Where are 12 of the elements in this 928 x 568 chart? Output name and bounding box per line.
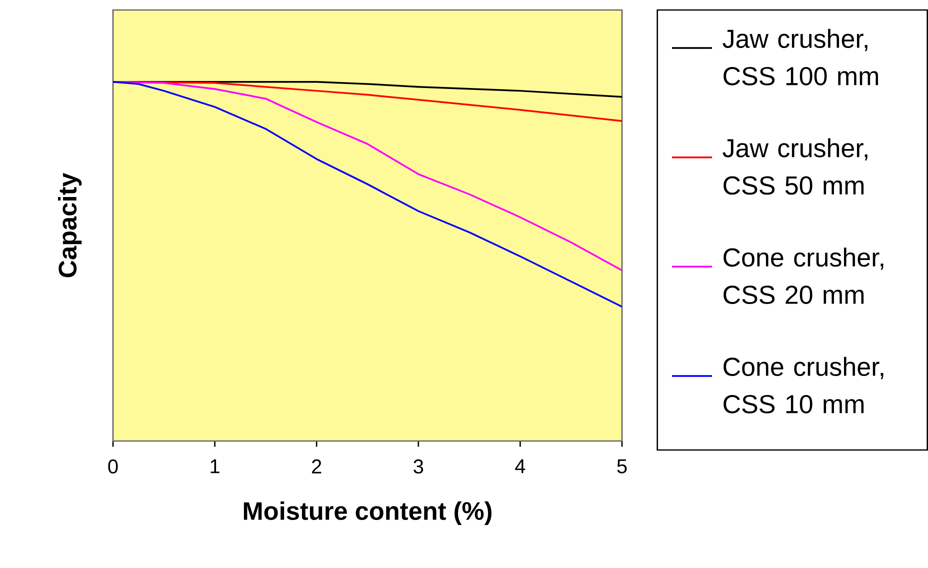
x-tick-label: 3 bbox=[414, 459, 424, 474]
legend-label: Jaw crusher, CSS 50 mm bbox=[722, 138, 868, 195]
x-tick-label: 5 bbox=[617, 459, 627, 474]
y-axis-title: Capacity bbox=[58, 172, 82, 278]
x-tick-label: 4 bbox=[515, 459, 526, 474]
legend-label: Cone crusher, CSS 10 mm bbox=[724, 356, 884, 414]
legend-label: Cone crusher, CSS 20 mm bbox=[724, 248, 884, 304]
legend-label: Jaw crusher, CSS 100 mm bbox=[722, 28, 878, 86]
x-tick-label: 1 bbox=[210, 459, 220, 474]
x-tick-label: 2 bbox=[312, 459, 322, 474]
x-tick-label: 0 bbox=[108, 459, 118, 474]
x-axis-title: Moisture content (%) bbox=[244, 501, 492, 525]
